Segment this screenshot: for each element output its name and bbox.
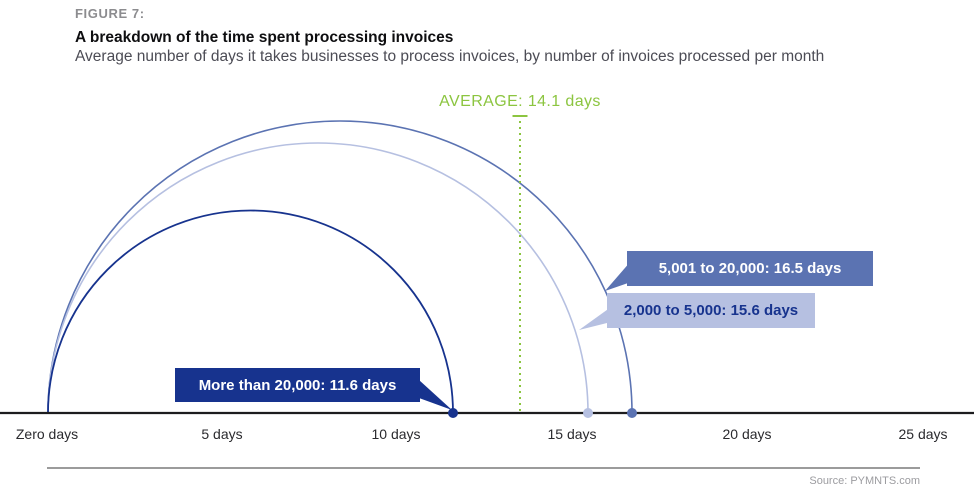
average-label: AVERAGE: 14.1 days — [439, 93, 601, 110]
endpoint-dot-5001-to-20000 — [627, 408, 637, 418]
callout-2000-to-5000: 2,000 to 5,000: 15.6 days — [607, 293, 815, 328]
arc-2000-to-5000 — [47, 142, 589, 414]
arc-5001-to-20000 — [47, 120, 633, 414]
callout-more-than-20000: More than 20,000: 11.6 days — [175, 368, 420, 402]
page-title: A breakdown of the time spent processing… — [75, 29, 454, 46]
x-tick-5-days: 5 days — [201, 426, 243, 442]
footer-divider — [47, 467, 920, 469]
callout-tail-5001-to-20000 — [605, 261, 631, 291]
endpoint-dot-2000-to-5000 — [583, 408, 593, 418]
figure-label: FIGURE 7: — [75, 6, 145, 21]
arc-more-than-20000 — [47, 209, 454, 414]
x-tick-25-days: 25 days — [898, 426, 948, 442]
callout-tail-more-than-20000 — [419, 380, 452, 410]
x-tick-10-days: 10 days — [371, 426, 421, 442]
endpoint-dot-more-than-20000 — [448, 408, 458, 418]
callout-5001-to-20000: 5,001 to 20,000: 16.5 days — [627, 251, 873, 286]
x-tick-15-days: 15 days — [547, 426, 597, 442]
callout-tail-2000-to-5000 — [579, 307, 611, 330]
x-tick-20-days: 20 days — [722, 426, 772, 442]
source-credit: Source: PYMNTS.com — [809, 475, 920, 487]
chart-subtitle: Average number of days it takes business… — [75, 48, 825, 65]
x-tick-zero-days: Zero days — [15, 426, 79, 442]
